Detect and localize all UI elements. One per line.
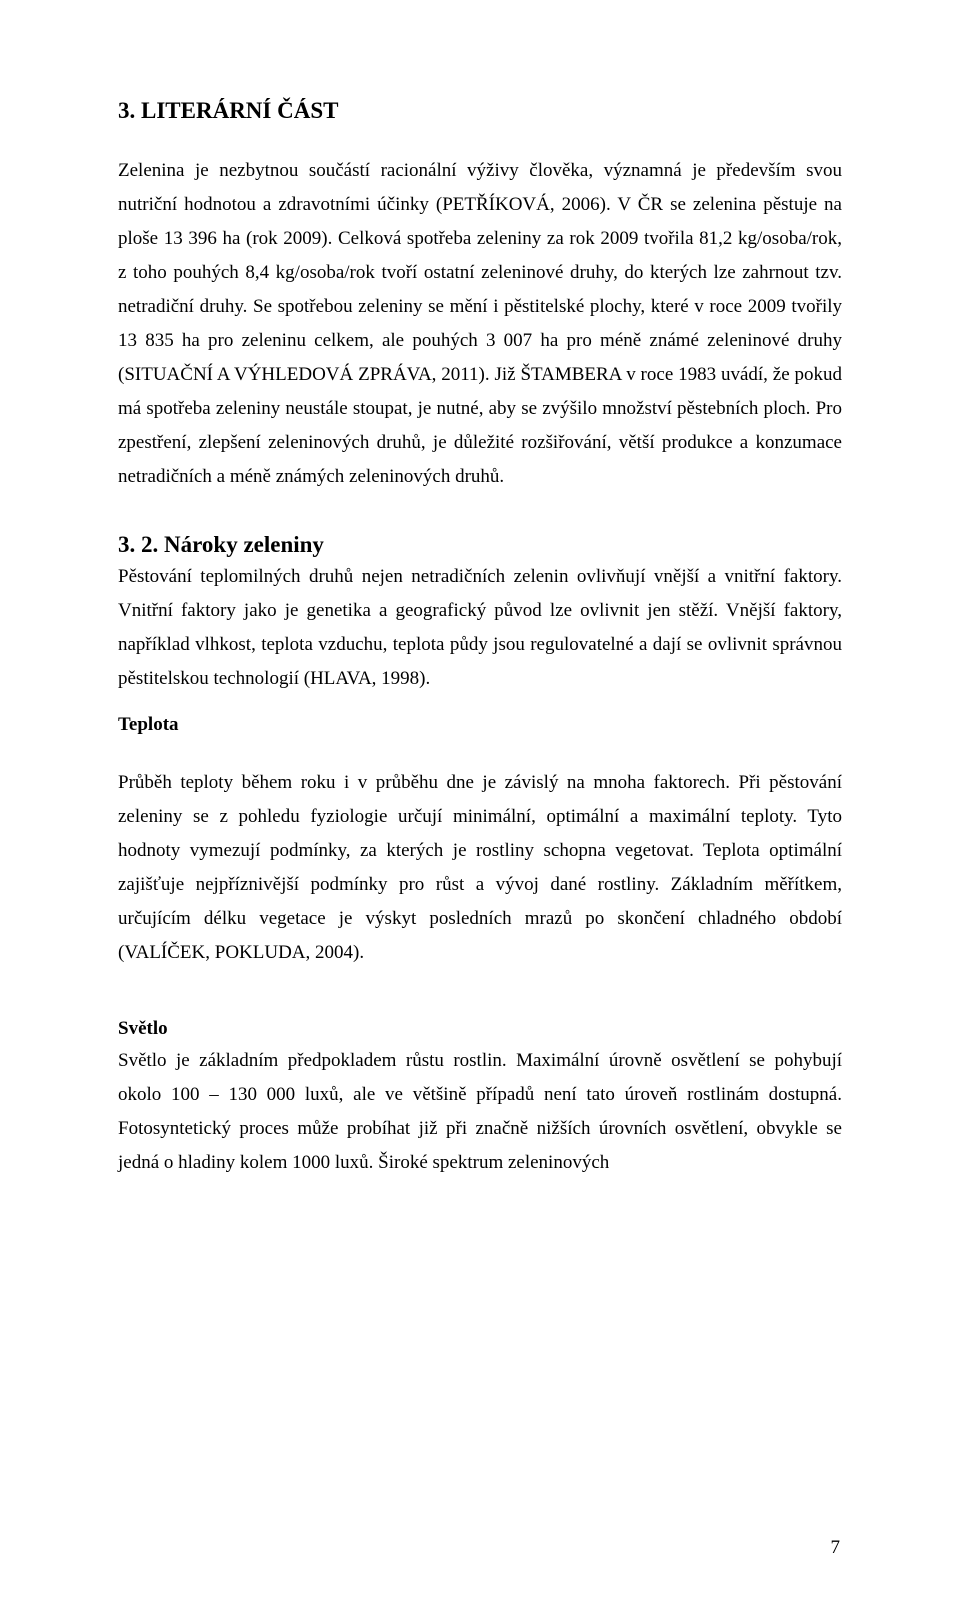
- spacer: [118, 736, 842, 766]
- spacer: [118, 970, 842, 1000]
- paragraph-teplota: Průběh teploty během roku i v průběhu dn…: [118, 766, 842, 970]
- paragraph-intro: Zelenina je nezbytnou součástí racionáln…: [118, 154, 842, 494]
- paragraph-svetlo: Světlo je základním předpokladem růstu r…: [118, 1044, 842, 1180]
- document-page: 3. LITERÁRNÍ ČÁST Zelenina je nezbytnou …: [0, 0, 960, 1180]
- heading-2: 3. 2. Nároky zeleniny: [118, 532, 842, 558]
- paragraph-naroky: Pěstování teplomilných druhů nejen netra…: [118, 560, 842, 696]
- heading-svetlo: Světlo: [118, 1018, 842, 1040]
- page-number: 7: [831, 1537, 841, 1559]
- heading-teplota: Teplota: [118, 714, 842, 736]
- heading-1: 3. LITERÁRNÍ ČÁST: [118, 98, 842, 124]
